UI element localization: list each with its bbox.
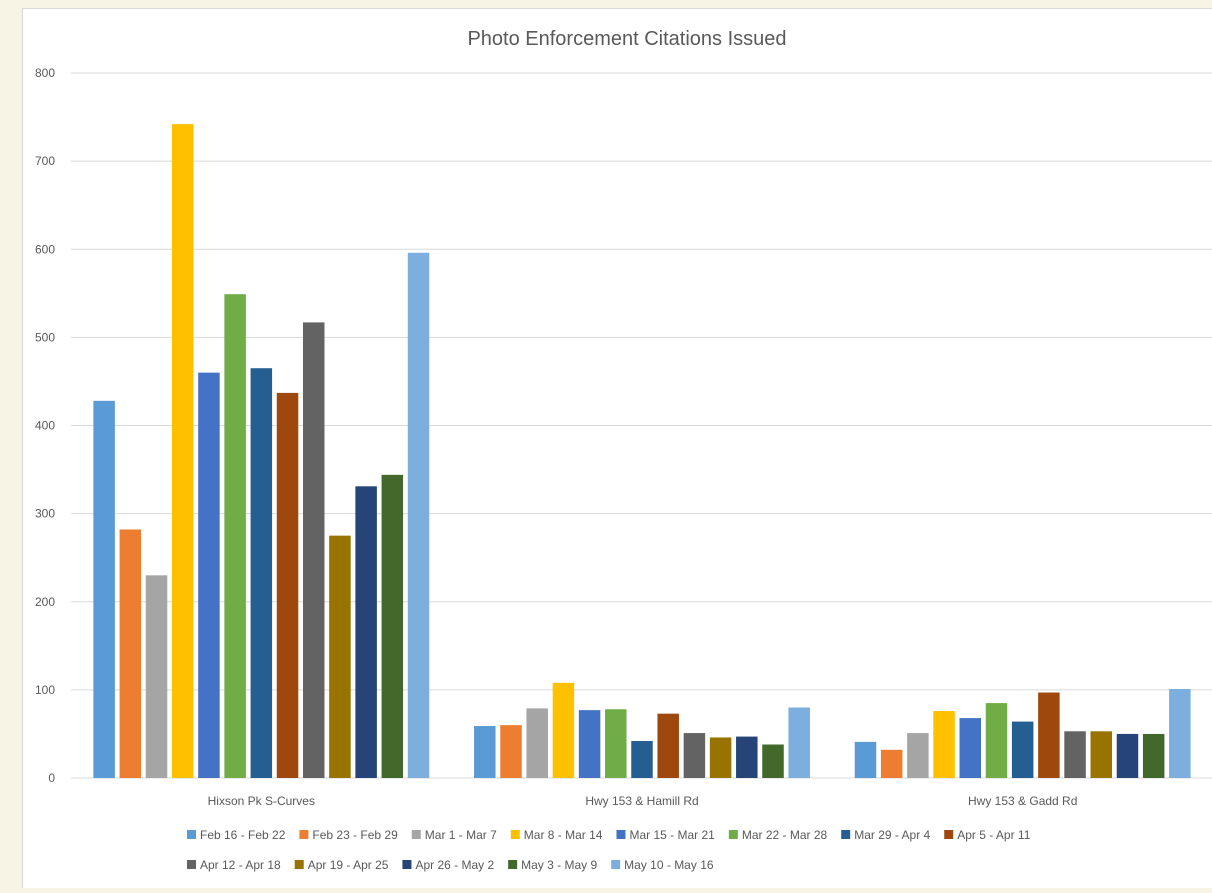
x-tick-label: Hixson Pk S-Curves	[208, 794, 315, 808]
bar	[959, 718, 982, 778]
legend-label: Mar 15 - Mar 21	[629, 828, 715, 842]
legend-label: Mar 29 - Apr 4	[854, 828, 930, 842]
bar	[552, 682, 575, 778]
bar	[1038, 692, 1060, 778]
x-axis: Hixson Pk S-Curves Hwy 153 & Hamill Rd Hwy…	[208, 794, 1078, 808]
legend-swatch	[510, 830, 520, 839]
bar	[1064, 731, 1086, 778]
bar	[145, 575, 168, 778]
bar	[93, 400, 115, 778]
bar	[762, 744, 784, 778]
bar	[119, 529, 142, 778]
bar	[250, 368, 273, 778]
legend-swatch	[187, 860, 196, 869]
legend-swatch	[299, 830, 309, 839]
bar	[329, 535, 351, 778]
y-tick-label: 300	[35, 507, 55, 521]
legend-swatch	[187, 830, 196, 839]
legend-swatch	[508, 860, 518, 869]
bar-chart: Photo Enforcement Citations Issued 0 100 2…	[35, 28, 1212, 872]
x-tick-label: Hwy 153 & Gadd Rd	[968, 794, 1077, 808]
bar	[933, 711, 955, 778]
bar	[631, 740, 653, 778]
legend-label: May 3 - May 9	[521, 858, 597, 872]
bar	[407, 252, 430, 778]
bar	[276, 392, 299, 778]
legend-label: Apr 12 - Apr 18	[200, 858, 281, 872]
bar	[500, 725, 522, 779]
legend-label: Feb 23 - Feb 29	[312, 828, 398, 842]
legend-swatch	[611, 860, 621, 869]
bar	[1169, 688, 1191, 778]
bar	[381, 474, 404, 778]
legend-swatch	[402, 860, 412, 869]
bar	[736, 736, 758, 778]
x-tick-label: Hwy 153 & Hamill Rd	[585, 794, 698, 808]
y-tick-label: 200	[35, 595, 55, 609]
chart-title: Photo Enforcement Citations Issued	[467, 28, 786, 50]
legend-label: Mar 8 - Mar 14	[524, 828, 603, 842]
y-tick-label: 0	[48, 771, 55, 785]
legend-label: Apr 5 - Apr 11	[957, 828, 1030, 842]
bar	[605, 709, 627, 778]
legend-label: Mar 1 - Mar 7	[425, 828, 497, 842]
legend-swatch	[944, 830, 954, 839]
y-tick-label: 800	[35, 66, 55, 80]
y-axis: 0 100 200 300 400 500 600 700 800	[35, 66, 55, 785]
legend-label: Apr 26 - May 2	[415, 858, 494, 872]
legend-swatch	[294, 860, 304, 869]
bar	[880, 749, 903, 778]
bar	[709, 737, 732, 778]
bar	[526, 708, 548, 778]
y-tick-label: 600	[35, 242, 55, 256]
bar	[578, 710, 601, 778]
legend-swatch	[616, 830, 626, 839]
legend-label: Mar 22 - Mar 28	[742, 828, 828, 842]
y-tick-label: 700	[35, 154, 55, 168]
bar	[474, 726, 496, 778]
legend-swatch	[841, 830, 851, 839]
legend-swatch	[728, 830, 738, 839]
bar	[355, 486, 377, 778]
bar	[683, 733, 706, 778]
bar	[198, 372, 220, 778]
legend-swatch	[411, 830, 421, 839]
bar	[657, 713, 679, 778]
legend-label: May 10 - May 16	[624, 858, 714, 872]
bar	[1090, 731, 1113, 778]
bar	[1011, 721, 1034, 778]
legend: Feb 16 - Feb 22 Feb 23 - Feb 29 Mar 1 - Ma…	[187, 828, 1031, 872]
legend-label: Apr 19 - Apr 25	[308, 858, 389, 872]
bar	[224, 294, 246, 778]
bar	[985, 703, 1008, 778]
bars	[93, 124, 1191, 779]
bar	[171, 124, 194, 779]
y-tick-label: 400	[35, 419, 55, 433]
bar	[788, 707, 810, 778]
bar	[907, 733, 929, 778]
y-tick-label: 500	[35, 330, 55, 344]
bar	[302, 322, 325, 778]
y-tick-label: 100	[35, 683, 55, 697]
bar	[1116, 733, 1139, 778]
bar	[1142, 733, 1165, 778]
chart-area: Photo Enforcement Citations Issued 0 100 2…	[22, 8, 1212, 888]
legend-label: Feb 16 - Feb 22	[200, 828, 286, 842]
bar	[854, 741, 877, 778]
